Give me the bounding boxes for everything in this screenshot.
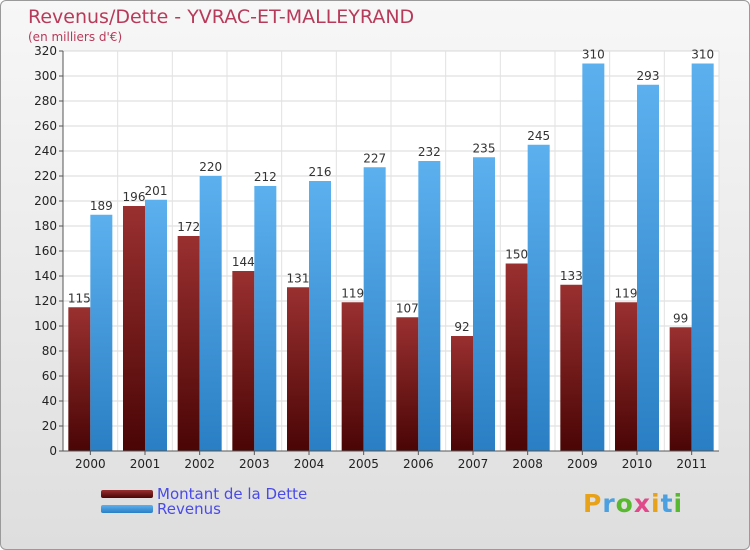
logo-letter: x bbox=[633, 489, 651, 518]
x-tick-label: 2003 bbox=[239, 457, 270, 471]
data-label: 216 bbox=[309, 165, 332, 179]
data-label: 131 bbox=[287, 271, 310, 285]
x-tick-label: 2008 bbox=[512, 457, 543, 471]
legend-label-dette: Montant de la Dette bbox=[157, 485, 308, 503]
data-label: 172 bbox=[177, 220, 200, 234]
y-tick-label: 60 bbox=[42, 369, 57, 383]
bar-dette bbox=[68, 307, 91, 451]
axes: 0 20 40 60 80 100 120 140 160 180 200 220 240 260 280 3… bbox=[34, 44, 719, 471]
data-label: 107 bbox=[396, 301, 419, 315]
y-tick-label: 200 bbox=[34, 194, 57, 208]
logo-letter: t bbox=[660, 489, 674, 518]
y-tick-label: 0 bbox=[49, 444, 57, 458]
logo-letter: i bbox=[651, 489, 661, 518]
bar-revenus bbox=[254, 186, 277, 451]
bar-revenus bbox=[691, 63, 714, 451]
x-tick-label: 2002 bbox=[184, 457, 215, 471]
logo-letter: o bbox=[615, 489, 634, 518]
data-label: 92 bbox=[454, 320, 469, 334]
data-label: 99 bbox=[673, 311, 688, 325]
grid-lines bbox=[62, 50, 720, 452]
data-label: 227 bbox=[363, 151, 386, 165]
y-tick-label: 220 bbox=[34, 169, 57, 183]
bar-revenus bbox=[90, 214, 113, 451]
logo-letter: i bbox=[673, 489, 684, 518]
x-tick-label: 2009 bbox=[567, 457, 598, 471]
data-label: 115 bbox=[68, 291, 91, 305]
y-tick-label: 140 bbox=[34, 269, 57, 283]
bar-revenus bbox=[582, 63, 605, 451]
bar-dette bbox=[232, 271, 255, 451]
bar-dette bbox=[560, 284, 583, 451]
data-label: 119 bbox=[341, 286, 364, 300]
bar-revenus bbox=[418, 161, 441, 451]
legend-swatch-dette bbox=[101, 490, 153, 498]
logo-letter: r bbox=[602, 489, 616, 518]
bar-dette bbox=[287, 287, 309, 451]
bar-dette bbox=[451, 336, 473, 451]
bar-dette bbox=[341, 302, 364, 451]
y-tick-label: 100 bbox=[34, 319, 57, 333]
data-label: 235 bbox=[473, 141, 496, 155]
bar-revenus bbox=[637, 84, 659, 451]
data-label: 201 bbox=[145, 184, 168, 198]
x-tick-label: 2007 bbox=[458, 457, 489, 471]
bar-dette bbox=[177, 236, 200, 451]
data-label: 212 bbox=[254, 170, 277, 184]
data-label: 133 bbox=[560, 269, 583, 283]
y-tick-label: 160 bbox=[34, 244, 57, 258]
x-tick-label: 2001 bbox=[130, 457, 161, 471]
data-label: 196 bbox=[123, 190, 146, 204]
y-tick-label: 240 bbox=[34, 144, 57, 158]
data-label: 144 bbox=[232, 255, 255, 269]
bar-revenus bbox=[363, 167, 386, 451]
data-label: 310 bbox=[691, 48, 714, 62]
y-tick-label: 40 bbox=[42, 394, 57, 408]
y-tick-label: 20 bbox=[42, 419, 57, 433]
x-tick-label: 2011 bbox=[676, 457, 707, 471]
bar-dette bbox=[615, 302, 637, 451]
data-label: 245 bbox=[527, 129, 550, 143]
data-label: 150 bbox=[505, 248, 528, 262]
legend-label-revenus: Revenus bbox=[157, 500, 221, 518]
data-label: 220 bbox=[199, 160, 222, 174]
bar-revenus bbox=[527, 144, 550, 451]
bar-dette bbox=[505, 263, 528, 451]
y-tick-label: 320 bbox=[34, 44, 57, 58]
data-label: 310 bbox=[582, 48, 605, 62]
x-tick-label: 2005 bbox=[348, 457, 379, 471]
x-tick-label: 2010 bbox=[622, 457, 653, 471]
bar-revenus bbox=[145, 199, 167, 451]
y-tick-label: 180 bbox=[34, 219, 57, 233]
chart-title: Revenus/Dette - YVRAC-ET-MALLEYRAND bbox=[28, 6, 415, 28]
bar-revenus bbox=[309, 181, 331, 451]
bar-dette bbox=[396, 317, 419, 451]
data-label: 232 bbox=[418, 145, 441, 159]
y-tick-label: 300 bbox=[34, 69, 57, 83]
proxiti-logo: Proxiti bbox=[583, 489, 683, 518]
bars: 115 189 196 201 172 220 144 212 131 216 119 227 107 2… bbox=[68, 48, 714, 451]
logo-letter: P bbox=[583, 489, 603, 518]
legend-swatch-revenus bbox=[101, 505, 153, 513]
data-label: 293 bbox=[637, 69, 660, 83]
chart-subtitle: (en milliers d'€) bbox=[28, 30, 123, 44]
bar-revenus bbox=[473, 157, 495, 451]
bar-dette bbox=[669, 327, 692, 451]
y-tick-label: 280 bbox=[34, 94, 57, 108]
y-tick-label: 80 bbox=[42, 344, 57, 358]
data-label: 119 bbox=[615, 286, 638, 300]
bar-revenus bbox=[199, 176, 222, 451]
x-tick-label: 2006 bbox=[403, 457, 434, 471]
y-tick-label: 260 bbox=[34, 119, 57, 133]
x-tick-label: 2004 bbox=[294, 457, 325, 471]
y-tick-label: 120 bbox=[34, 294, 57, 308]
bar-dette bbox=[123, 206, 145, 451]
data-label: 189 bbox=[90, 199, 113, 213]
x-tick-label: 2000 bbox=[75, 457, 106, 471]
